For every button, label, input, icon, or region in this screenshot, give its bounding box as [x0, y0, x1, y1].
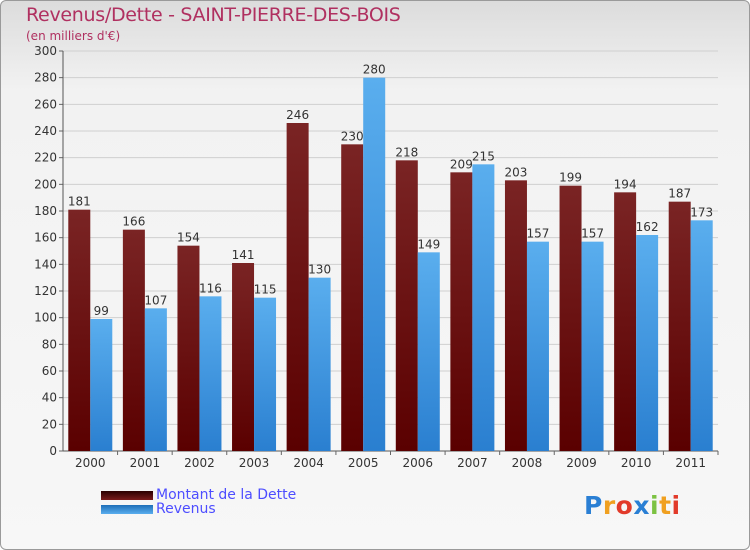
bar-dette — [668, 201, 691, 451]
x-tick-label: 2011 — [675, 456, 706, 470]
bar-dette — [614, 192, 637, 452]
y-tick-label: 300 — [34, 44, 57, 58]
bar-dette — [559, 185, 582, 451]
logo-letter: P — [584, 491, 603, 520]
bar-dette — [177, 245, 200, 451]
logo-letter: o — [615, 491, 634, 520]
bar-revenus — [472, 164, 495, 452]
y-tick-label: 240 — [34, 124, 57, 138]
chart-title: Revenus/Dette - SAINT-PIERRE-DES-BOIS — [26, 4, 401, 26]
data-label: 162 — [636, 220, 659, 234]
x-tick-label: 2010 — [621, 456, 652, 470]
x-tick-label: 2009 — [566, 456, 597, 470]
y-tick-label: 220 — [34, 151, 57, 165]
x-tick-label: 2000 — [75, 456, 106, 470]
data-label: 230 — [341, 129, 364, 143]
bar-dette — [450, 172, 473, 452]
bar-revenus — [254, 297, 277, 451]
data-label: 203 — [505, 165, 528, 179]
data-label: 199 — [559, 171, 582, 185]
y-tick-label: 100 — [34, 311, 57, 325]
bar-revenus — [199, 296, 222, 451]
bar-dette — [232, 263, 255, 451]
y-tick-label: 40 — [42, 391, 57, 405]
data-label: 280 — [363, 63, 386, 77]
data-label: 166 — [122, 215, 145, 229]
data-label: 194 — [614, 177, 637, 191]
data-label: 107 — [144, 293, 167, 307]
legend-item-dette: Montant de la Dette — [101, 487, 401, 505]
x-tick-label: 2007 — [457, 456, 488, 470]
logo-letter: r — [602, 491, 616, 520]
proxiti-logo: Proxiti — [584, 491, 681, 520]
bar-revenus — [526, 241, 549, 451]
legend-label-revenus: Revenus — [156, 501, 216, 517]
data-label: 115 — [254, 283, 277, 297]
y-tick-label: 140 — [34, 257, 57, 271]
data-label: 187 — [668, 187, 691, 201]
bar-revenus — [417, 252, 440, 451]
y-tick-label: 180 — [34, 204, 57, 218]
bar-dette — [395, 160, 418, 452]
bar-revenus — [308, 277, 331, 451]
data-label: 209 — [450, 157, 473, 171]
y-tick-label: 60 — [42, 364, 57, 378]
data-label: 141 — [232, 248, 255, 262]
data-label: 116 — [199, 281, 222, 295]
x-tick-label: 2003 — [239, 456, 270, 470]
logo-letter: t — [659, 491, 672, 520]
legend-swatch-revenus — [101, 505, 153, 514]
y-tick-label: 160 — [34, 231, 57, 245]
logo-letter: i — [671, 491, 681, 520]
data-label: 218 — [395, 145, 418, 159]
bar-revenus — [363, 77, 386, 452]
legend-label-dette: Montant de la Dette — [156, 487, 297, 503]
bar-dette — [341, 144, 364, 452]
bar-dette — [68, 209, 91, 451]
data-label: 173 — [690, 205, 713, 219]
bar-revenus — [690, 220, 713, 451]
y-tick-label: 0 — [49, 444, 57, 458]
data-label: 157 — [527, 227, 550, 241]
y-tick-label: 120 — [34, 284, 57, 298]
chart-subtitle: (en milliers d'€) — [26, 29, 121, 43]
data-label: 157 — [581, 227, 604, 241]
bar-dette — [286, 123, 309, 451]
bar-revenus — [581, 241, 604, 451]
y-tick-label: 20 — [42, 417, 57, 431]
x-tick-label: 2002 — [184, 456, 215, 470]
y-tick-label: 280 — [34, 71, 57, 85]
bar-revenus — [90, 319, 113, 451]
data-label: 215 — [472, 149, 495, 163]
legend-swatch-dette — [101, 491, 153, 500]
data-label: 99 — [94, 304, 109, 318]
y-tick-label: 80 — [42, 337, 57, 351]
y-tick-label: 260 — [34, 97, 57, 111]
x-tick-label: 2005 — [348, 456, 379, 470]
bar-dette — [504, 180, 527, 452]
legend-item-revenus: Revenus — [101, 501, 401, 519]
y-tick-label: 200 — [34, 177, 57, 191]
logo-letter: x — [633, 491, 650, 520]
data-label: 154 — [177, 231, 200, 245]
data-label: 130 — [308, 263, 331, 277]
logo-letter: i — [650, 491, 660, 520]
x-tick-label: 2001 — [130, 456, 161, 470]
x-tick-label: 2008 — [512, 456, 543, 470]
data-label: 149 — [417, 237, 440, 251]
bar-revenus — [144, 308, 167, 451]
x-tick-label: 2004 — [293, 456, 324, 470]
data-label: 181 — [68, 195, 91, 209]
bar-revenus — [636, 235, 659, 451]
data-label: 246 — [286, 108, 309, 122]
x-tick-label: 2006 — [403, 456, 434, 470]
bar-dette — [122, 229, 145, 451]
